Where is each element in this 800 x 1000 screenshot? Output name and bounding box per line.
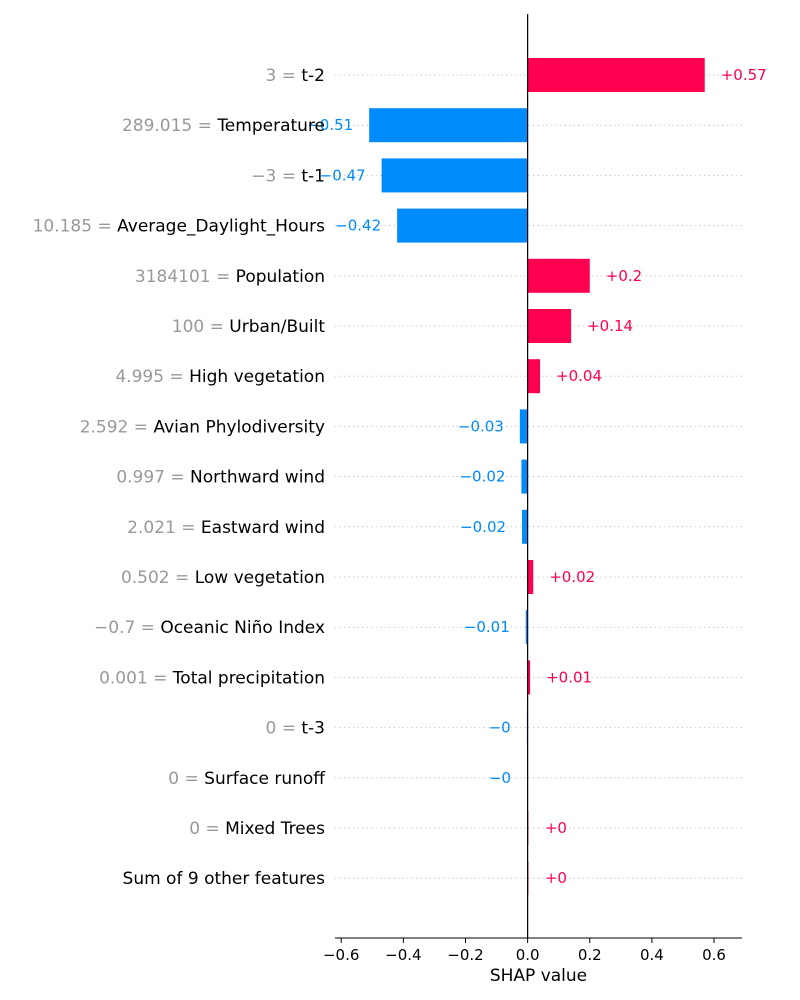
feature-name: Surface runoff <box>204 769 326 789</box>
bar-value-label: +0.14 <box>587 317 633 335</box>
feature-value: 2.592 = <box>80 417 154 437</box>
bar-value-label: −0.03 <box>458 417 504 435</box>
bar-value-label: −0 <box>489 719 511 737</box>
feature-label: 0.502 = Low vegetation <box>121 568 325 588</box>
bar-value-label: +0 <box>545 869 567 887</box>
feature-value: 10.185 = <box>33 217 118 237</box>
feature-value: 0.997 = <box>116 468 190 488</box>
feature-label: 0 = Mixed Trees <box>189 819 325 839</box>
feature-name: Northward wind <box>190 468 325 488</box>
x-tick-label: −0.2 <box>447 946 483 964</box>
bar-value-label: −0.47 <box>320 166 366 184</box>
feature-value: 0 = <box>266 719 302 739</box>
bar-value-label: −0.02 <box>460 518 506 536</box>
x-tick-label: 0.0 <box>516 946 540 964</box>
bar-value-label: +0.01 <box>546 668 592 686</box>
feature-name: t-2 <box>301 66 325 86</box>
feature-label: 289.015 = Temperature <box>122 116 325 136</box>
bar-value-label: −0.42 <box>335 217 381 235</box>
feature-label: 2.592 = Avian Phylodiversity <box>80 417 325 437</box>
feature-value: −0.7 = <box>94 618 160 638</box>
feature-label: 3 = t-2 <box>266 66 326 86</box>
bar <box>381 158 528 193</box>
bar <box>527 258 590 293</box>
feature-label: Sum of 9 other features <box>123 869 326 889</box>
feature-value: 3 = <box>266 66 302 86</box>
bar-value-label: +0.2 <box>606 267 642 285</box>
feature-value: −3 = <box>251 166 301 186</box>
feature-value: 4.995 = <box>115 367 189 387</box>
x-tick-label: 0.2 <box>578 946 602 964</box>
feature-name: Urban/Built <box>229 317 325 337</box>
feature-name: Population <box>236 267 325 287</box>
bar-value-label: +0.02 <box>549 568 595 586</box>
feature-name: Temperature <box>216 116 325 136</box>
feature-name: Mixed Trees <box>225 819 325 839</box>
bar <box>521 459 528 494</box>
feature-value: 100 = <box>172 317 230 337</box>
bar <box>397 208 528 243</box>
feature-label: 4.995 = High vegetation <box>115 367 325 387</box>
feature-name: Low vegetation <box>195 568 325 588</box>
feature-label: 0.997 = Northward wind <box>116 468 325 488</box>
x-axis-title: SHAP value <box>490 966 587 986</box>
feature-value: 2.021 = <box>127 518 201 538</box>
bar-value-label: +0.57 <box>721 66 767 84</box>
bar-value-label: +0.04 <box>556 367 602 385</box>
feature-label: 2.021 = Eastward wind <box>127 518 325 538</box>
bar <box>527 359 541 394</box>
feature-name: High vegetation <box>189 367 325 387</box>
bar <box>522 509 528 544</box>
feature-name: Eastward wind <box>201 518 325 538</box>
feature-value: 0 = <box>168 769 204 789</box>
feature-value: 0.502 = <box>121 568 195 588</box>
bar-value-label: −0.51 <box>307 116 353 134</box>
feature-name: Sum of 9 other features <box>123 869 326 889</box>
feature-name: Average_Daylight_Hours <box>117 217 325 237</box>
feature-name: Oceanic Niño Index <box>160 618 325 638</box>
bar <box>527 660 531 695</box>
x-tick-label: −0.6 <box>323 946 359 964</box>
feature-name: t-3 <box>301 719 325 739</box>
feature-label: −3 = t-1 <box>251 166 325 186</box>
feature-label: 0 = t-3 <box>266 719 326 739</box>
feature-label: 0.001 = Total precipitation <box>99 668 325 688</box>
x-tick-label: −0.4 <box>385 946 421 964</box>
feature-value: 0 = <box>189 819 225 839</box>
bar-value-label: −0 <box>489 769 511 787</box>
feature-label: −0.7 = Oceanic Niño Index <box>94 618 325 638</box>
bar-value-label: −0.01 <box>464 618 510 636</box>
bar-value-label: −0.02 <box>459 468 505 486</box>
feature-value: 3184101 = <box>135 267 236 287</box>
feature-name: Total precipitation <box>172 668 325 688</box>
bar <box>519 409 528 444</box>
feature-name: t-1 <box>301 166 325 186</box>
feature-label: 100 = Urban/Built <box>172 317 326 337</box>
bar <box>525 610 528 645</box>
bar <box>369 108 528 143</box>
x-tick-label: 0.4 <box>640 946 664 964</box>
feature-name: Avian Phylodiversity <box>153 417 325 437</box>
feature-value: 289.015 = <box>122 116 217 136</box>
x-tick-label: 0.6 <box>702 946 726 964</box>
bar-value-label: +0 <box>545 819 567 837</box>
feature-value: 0.001 = <box>99 668 173 688</box>
bar <box>527 560 534 594</box>
feature-label: 3184101 = Population <box>135 267 325 287</box>
bar <box>527 309 572 343</box>
bar <box>527 58 705 92</box>
bar <box>527 861 529 896</box>
feature-label: 0 = Surface runoff <box>168 769 326 789</box>
feature-label: 10.185 = Average_Daylight_Hours <box>33 217 326 237</box>
